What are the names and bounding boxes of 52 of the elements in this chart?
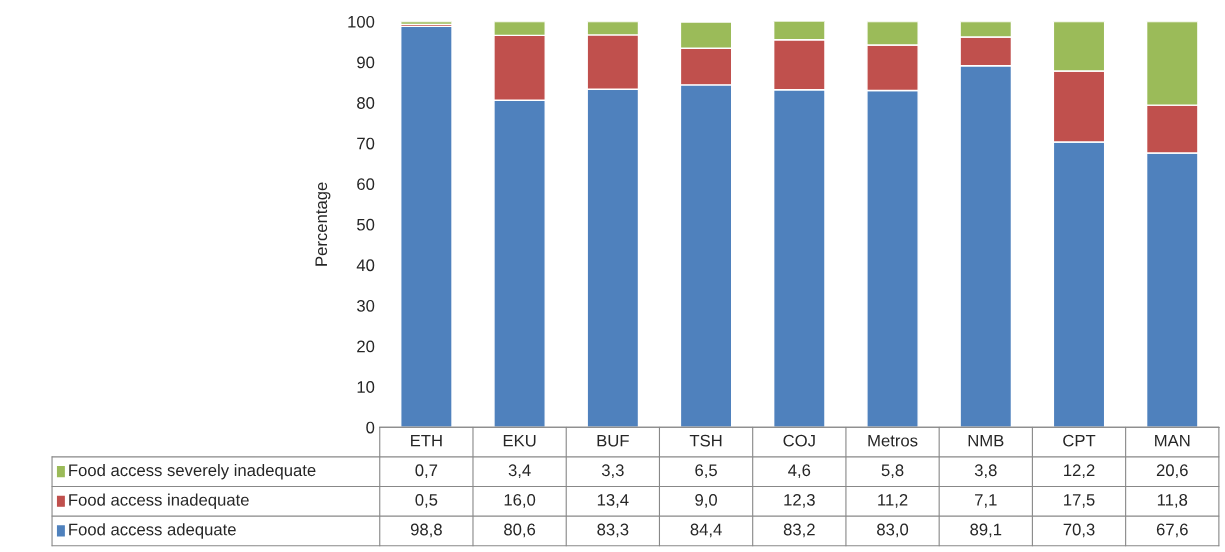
- data-label: 4,6: [788, 464, 811, 479]
- data-label: 70,3: [1063, 523, 1095, 538]
- y-tick-label: 30: [356, 299, 375, 312]
- y-tick-label: 80: [357, 97, 375, 109]
- legend-label: Food access severely inadequate: [69, 463, 316, 480]
- y-tick-label: 70: [357, 137, 375, 150]
- x-tick-label: Metros: [868, 434, 918, 447]
- y-tick-label: 40: [356, 259, 375, 272]
- data-label: 13,4: [597, 493, 629, 508]
- data-label: 3,8: [974, 464, 997, 479]
- data-label: 11,8: [1157, 493, 1188, 508]
- data-label: 9,0: [695, 493, 718, 508]
- data-label: 89,1: [970, 523, 1002, 538]
- x-tick-label: ETH: [411, 434, 442, 447]
- x-tick-label: MAN: [1155, 434, 1190, 447]
- y-tick-label: 100: [348, 15, 375, 28]
- y-tick-label: 50: [357, 218, 375, 231]
- y-tick-label: 60: [357, 178, 375, 191]
- data-label: 67,6: [1156, 523, 1188, 538]
- data-label: 20,6: [1156, 464, 1188, 479]
- x-tick-label: COJ: [783, 434, 815, 447]
- data-label: 5,8: [881, 464, 904, 479]
- x-tick-label: NMB: [968, 434, 1004, 447]
- data-label: 17,5: [1064, 494, 1095, 508]
- data-label: 83,2: [783, 523, 815, 538]
- y-tick-label: 10: [357, 381, 375, 393]
- x-tick-label: CPT: [1063, 434, 1096, 447]
- data-label: 84,4: [690, 523, 722, 538]
- data-label: 3,4: [508, 464, 531, 479]
- data-label: 3,3: [601, 464, 624, 479]
- data-label: 83,0: [877, 523, 909, 538]
- legend-label: Food access inadequate: [69, 493, 249, 510]
- data-label: 80,6: [504, 523, 536, 538]
- data-label: 12,2: [1064, 464, 1095, 479]
- data-label: 12,3: [784, 493, 815, 508]
- data-label: 16,0: [504, 493, 536, 508]
- x-tick-label: EKU: [503, 434, 536, 447]
- x-tick-label: TSH: [689, 434, 722, 447]
- y-tick-label: 90: [357, 56, 375, 69]
- y-tick-label: 0: [366, 421, 375, 434]
- data-label: 11,2: [878, 493, 908, 508]
- legend-label: Food access adequate: [69, 523, 236, 539]
- y-tick-label: 20: [357, 340, 375, 353]
- y-axis-title: Percentage: [315, 182, 331, 266]
- data-label: 0,7: [415, 464, 438, 479]
- data-label: 6,5: [695, 464, 717, 479]
- x-tick-label: BUF: [597, 434, 629, 447]
- data-label: 0,5: [415, 493, 438, 508]
- data-label: 7,1: [975, 494, 997, 508]
- data-label: 83,3: [597, 523, 629, 538]
- data-label: 98,8: [410, 523, 442, 538]
- bar: [400, 25, 453, 428]
